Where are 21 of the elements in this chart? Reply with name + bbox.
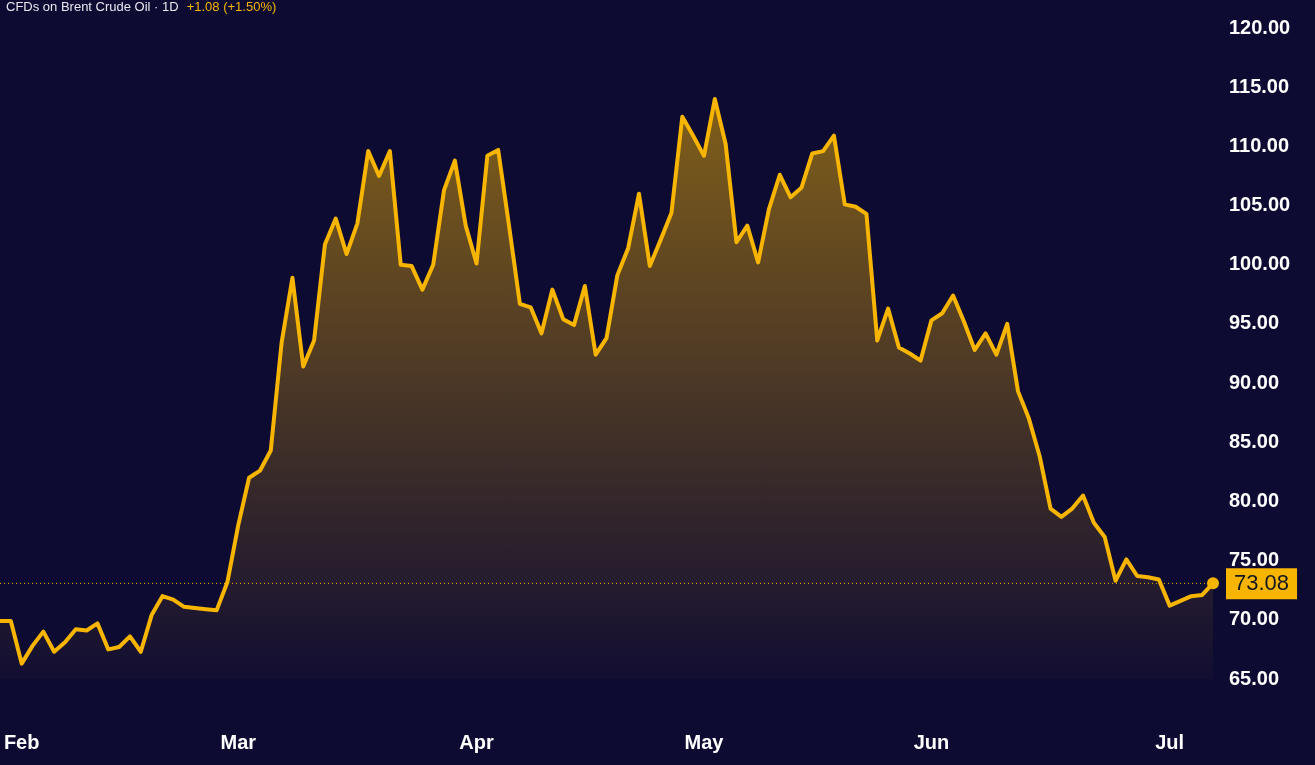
chart-subtitle: +1.08 (+1.50%) [186,0,277,15]
ref-line-label: 73.08 [1234,570,1290,596]
y-tick-label: 115.00 [1229,74,1290,97]
y-tick-label: 70.00 [1229,607,1280,630]
x-tick-label: Jun [913,730,950,753]
y-tick-label: 95.00 [1229,311,1280,334]
x-tick-label: May [684,730,725,753]
x-tick-label: Feb [3,730,40,753]
y-tick-label: 75.00 [1229,548,1280,571]
y-tick-label: 120.00 [1229,15,1291,38]
x-tick-label: Apr [459,730,494,753]
x-tick-label: Jul [1155,730,1185,753]
x-tick-label: Mar [220,730,257,753]
y-tick-label: 65.00 [1229,666,1280,689]
y-tick-label: 85.00 [1229,429,1280,452]
y-tick-label: 105.00 [1229,193,1291,216]
y-tick-label: 110.00 [1229,133,1290,156]
y-tick-label: 80.00 [1229,488,1280,511]
chart-title: CFDs on Brent Crude Oil · 1D [6,0,179,15]
y-tick-label: 100.00 [1229,252,1291,275]
y-tick-label: 90.00 [1229,370,1280,393]
